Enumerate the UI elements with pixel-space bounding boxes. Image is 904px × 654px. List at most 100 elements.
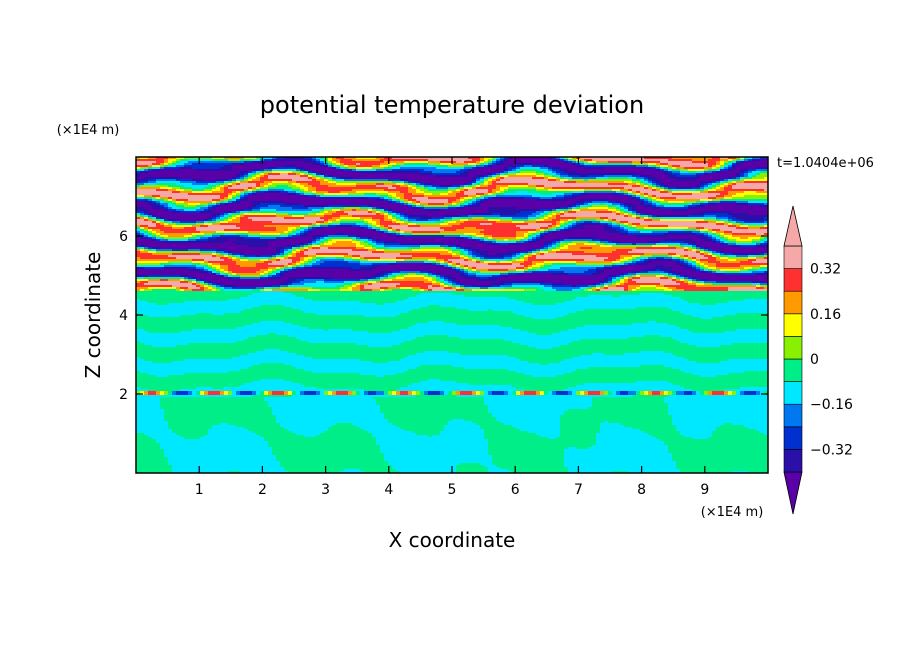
- field-cell: [624, 257, 633, 260]
- field-cell: [532, 195, 557, 198]
- field-cell: [540, 213, 545, 216]
- field-cell: [144, 249, 149, 252]
- field-cell: [476, 161, 481, 164]
- field-cell: [300, 229, 305, 232]
- field-cell: [664, 441, 768, 444]
- field-cell: [472, 257, 477, 260]
- field-cell: [152, 235, 157, 238]
- field-cell: [512, 327, 577, 330]
- field-cell: [556, 179, 561, 182]
- field-cell: [456, 237, 465, 240]
- field-cell: [660, 185, 665, 188]
- field-cell: [216, 249, 225, 252]
- field-cell: [268, 275, 273, 278]
- field-cell: [236, 191, 241, 194]
- field-cell: [396, 275, 405, 278]
- field-cell: [236, 425, 281, 428]
- field-cell: [480, 257, 485, 260]
- field-cell: [228, 265, 241, 268]
- field-cell: [704, 205, 761, 208]
- field-cell: [496, 221, 513, 224]
- field-cell: [588, 161, 597, 164]
- field-cell: [320, 433, 373, 436]
- field-cell: [204, 267, 209, 270]
- field-cell: [240, 197, 245, 200]
- field-cell: [396, 391, 401, 394]
- field-cell: [312, 209, 321, 212]
- field-cell: [540, 167, 549, 170]
- field-cell: [484, 391, 489, 394]
- field-cell: [420, 201, 449, 204]
- field-cell: [564, 181, 577, 184]
- field-cell: [684, 229, 697, 232]
- field-cell: [152, 345, 177, 348]
- field-cell: [272, 275, 281, 278]
- field-cell: [564, 457, 673, 460]
- field-cell: [356, 243, 361, 246]
- field-cell: [428, 273, 433, 276]
- field-cell: [196, 207, 201, 210]
- field-cell: [316, 253, 349, 256]
- field-cell: [688, 215, 705, 218]
- field-cell: [764, 287, 768, 290]
- field-cell: [716, 235, 721, 238]
- field-cell: [332, 391, 337, 394]
- field-cell: [272, 257, 277, 260]
- field-cell: [292, 381, 421, 384]
- field-cell: [136, 259, 193, 262]
- field-cell: [380, 405, 489, 408]
- field-cell: [144, 393, 149, 396]
- field-cell: [612, 227, 621, 230]
- x-tick-label: 5: [448, 482, 457, 498]
- field-cell: [568, 247, 581, 250]
- field-cell: [336, 181, 393, 184]
- field-cell: [624, 209, 629, 212]
- field-cell: [216, 205, 221, 208]
- field-cell: [396, 257, 413, 260]
- field-cell: [632, 185, 641, 188]
- field-cell: [328, 235, 349, 238]
- field-cell: [320, 211, 325, 214]
- field-cell: [624, 215, 629, 218]
- field-cell: [264, 437, 377, 440]
- field-cell: [324, 215, 341, 218]
- field-cell: [640, 185, 645, 188]
- field-cell: [284, 281, 293, 284]
- field-cell: [464, 267, 469, 270]
- field-cell: [404, 233, 413, 236]
- field-cell: [508, 259, 513, 262]
- field-cell: [148, 391, 157, 394]
- field-cell: [588, 295, 613, 298]
- field-cell: [724, 163, 729, 166]
- field-cell: [308, 249, 353, 252]
- field-cell: [244, 177, 249, 180]
- field-cell: [280, 249, 285, 252]
- field-cell: [260, 289, 265, 292]
- field-cell: [732, 163, 737, 166]
- field-cell: [448, 249, 453, 252]
- field-cell: [764, 225, 768, 228]
- field-cell: [408, 203, 413, 206]
- field-cell: [740, 179, 745, 182]
- field-cell: [256, 263, 269, 266]
- field-cell: [284, 291, 768, 294]
- field-cell: [392, 467, 457, 470]
- field-cell: [500, 177, 505, 180]
- field-cell: [696, 285, 757, 288]
- field-cell: [292, 233, 297, 236]
- field-cell: [304, 261, 309, 264]
- field-cell: [712, 187, 717, 190]
- field-cell: [756, 273, 768, 276]
- field-cell: [256, 255, 261, 258]
- field-cell: [396, 241, 481, 244]
- field-cell: [272, 255, 277, 258]
- field-cell: [352, 287, 361, 290]
- field-cell: [604, 167, 645, 170]
- field-cell: [688, 259, 693, 262]
- field-cell: [444, 265, 449, 268]
- field-cell: [312, 179, 317, 182]
- field-cell: [724, 423, 733, 426]
- field-cell: [200, 393, 205, 396]
- field-cell: [468, 169, 473, 172]
- field-cell: [268, 241, 309, 244]
